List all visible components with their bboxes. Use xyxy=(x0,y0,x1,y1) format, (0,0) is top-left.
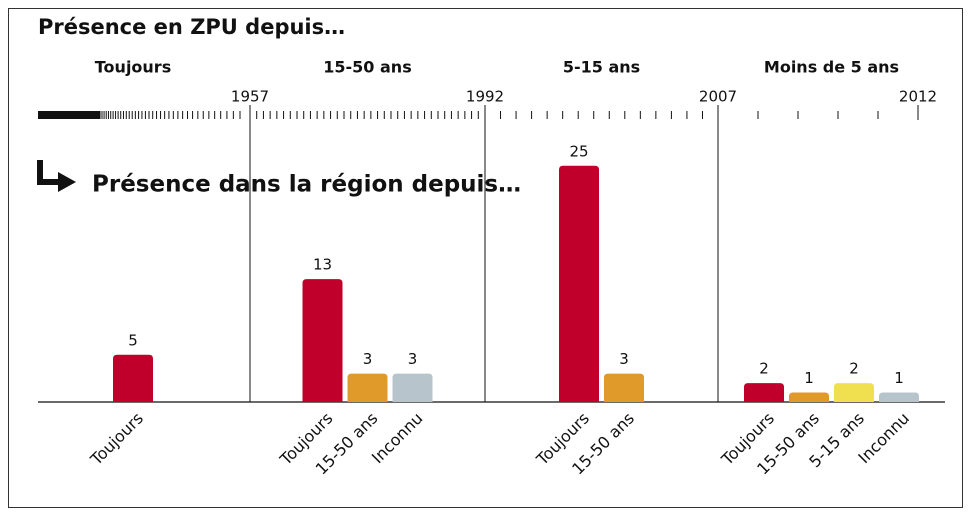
group-header: Moins de 5 ans xyxy=(764,58,899,77)
value-label: 2 xyxy=(849,360,859,378)
bar xyxy=(879,392,919,402)
x-tick-label: 1957 xyxy=(231,88,269,106)
timeline-start xyxy=(38,111,100,119)
value-label: 5 xyxy=(128,331,138,349)
bar xyxy=(392,373,433,402)
value-label: 3 xyxy=(363,350,373,368)
bar xyxy=(789,392,829,402)
value-label: 3 xyxy=(619,350,629,368)
x-tick-label: 1992 xyxy=(466,88,504,106)
bar xyxy=(113,354,153,402)
x-tick-label: 2012 xyxy=(899,88,937,106)
bar xyxy=(744,383,784,402)
group-header: 5-15 ans xyxy=(563,58,640,77)
group-header: Toujours xyxy=(95,58,171,77)
subtitle: Présence dans la région depuis… xyxy=(92,172,521,198)
value-label: 3 xyxy=(408,350,418,368)
value-label: 13 xyxy=(313,256,332,274)
value-label: 25 xyxy=(569,142,588,160)
value-label: 1 xyxy=(894,369,904,387)
group-header: 15-50 ans xyxy=(323,58,411,77)
arrow-head xyxy=(58,172,76,192)
bar xyxy=(559,165,599,402)
value-label: 2 xyxy=(759,360,769,378)
value-label: 1 xyxy=(804,369,814,387)
chart-title: Présence en ZPU depuis… xyxy=(38,15,345,39)
bar xyxy=(347,373,388,402)
bar xyxy=(604,373,644,402)
bar xyxy=(302,279,343,402)
arrow-icon xyxy=(37,160,60,185)
x-tick-label: 2007 xyxy=(699,88,737,106)
bar xyxy=(834,383,874,402)
